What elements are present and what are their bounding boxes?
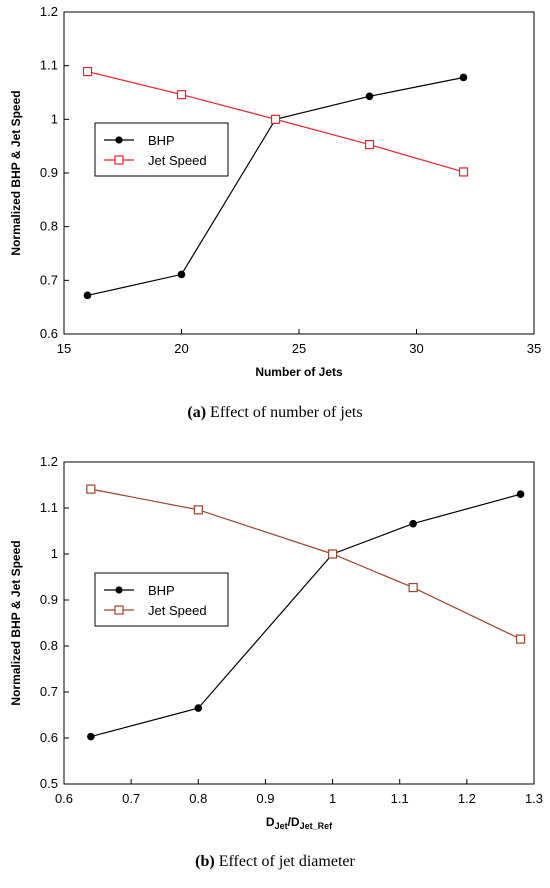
chart-b-x-axis-title: DJet/DJet_Ref [266, 815, 333, 831]
chart-b-legend-jetspeed-marker [114, 605, 124, 615]
chart-b-bhp-point [194, 704, 203, 712]
chart-a-caption-text: Effect of number of jets [210, 404, 363, 421]
chart-b-legend-box [94, 572, 229, 627]
chart-a-x-tick-label: 15 [57, 341, 71, 356]
chart-a-y-axis-title: Normalized BHP & Jet Speed [9, 90, 23, 255]
chart-b-x-tick-label: 0.8 [189, 791, 207, 806]
chart-b-x-tick-label: 0.7 [122, 791, 140, 806]
chart-b-y-tick-label: 0.9 [40, 592, 58, 607]
chart-b-y-ticks: 0.5 0.6 0.7 0.8 0.9 1 1.1 1.2 [40, 454, 69, 791]
chart-b-y-tick-label: 0.5 [40, 776, 58, 791]
chart-a-legend-bhp-label: BHP [148, 133, 175, 148]
chart-a-bhp-point [365, 92, 374, 101]
chart-a-x-axis-title: Number of Jets [255, 365, 343, 379]
chart-a-series [82, 66, 469, 300]
chart-b-legend-jetspeed-label: Jet Speed [148, 603, 207, 618]
chart-b-x-axis-title-main: D [266, 815, 275, 829]
chart-b-series [86, 484, 526, 741]
chart-b-x-tick-label: 1.2 [458, 791, 476, 806]
chart-b-caption: (b) Effect of jet diameter [195, 853, 355, 870]
chart-a-jet-speed-point [364, 139, 375, 150]
chart-a-caption-label: (a) [187, 404, 206, 421]
chart-b-legend: BHP Jet Speed [94, 572, 229, 627]
chart-a-y-tick-label: 1.2 [40, 4, 58, 19]
chart-a-x-tick-label: 35 [527, 341, 541, 356]
chart-b-x-tick-label: 1.1 [391, 791, 409, 806]
chart-b-y-tick-label: 0.8 [40, 638, 58, 653]
chart-a: 0.6 0.7 0.8 0.9 1 1.1 1.2 15 20 25 30 35 Normalize… [9, 4, 541, 421]
chart-a-y-ticks: 0.6 0.7 0.8 0.9 1 1.1 1.2 [40, 4, 69, 341]
chart-b-y-tick-label: 0.6 [40, 730, 58, 745]
chart-a-legend-bhp-marker [115, 136, 123, 144]
chart-a-caption: (a) Effect of number of jets [187, 404, 362, 421]
chart-b-x-axis-title-sub1: Jet [275, 821, 288, 831]
chart-b-y-tick-label: 1 [51, 546, 58, 561]
chart-b-y-tick-label: 1.2 [40, 454, 58, 469]
chart-a-y-tick-label: 0.9 [40, 165, 58, 180]
chart-b-y-axis-title: Normalized BHP & Jet Speed [9, 540, 23, 705]
chart-a-y-tick-label: 1.1 [40, 58, 58, 73]
chart-b-y-tick-label: 1.1 [40, 500, 58, 515]
chart-a-jet-speed-point [270, 114, 281, 124]
chart-b-jet-speed-point [408, 582, 418, 593]
chart-a-jet-speed-point [82, 66, 93, 77]
chart-b-y-tick-label: 0.7 [40, 684, 58, 699]
chart-b-x-tick-label: 0.9 [256, 791, 274, 806]
chart-a-x-ticks: 15 20 25 30 35 [57, 329, 541, 356]
chart-a-bhp-point [459, 73, 468, 82]
chart-a-y-tick-label: 0.7 [40, 272, 58, 287]
chart-a-jet-speed-point [458, 167, 469, 177]
chart-a-x-tick-label: 25 [292, 341, 306, 356]
chart-b-jet-speed-point [193, 505, 203, 515]
chart-b-jet-speed-point [86, 484, 96, 494]
chart-a-bhp-point [83, 291, 92, 300]
chart-b-legend-bhp-marker [115, 586, 123, 594]
chart-a-legend-box [94, 122, 229, 177]
chart-b-caption-label: (b) [195, 853, 215, 870]
chart-b-caption-text: Effect of jet diameter [219, 853, 356, 870]
chart-b-bhp-point [409, 519, 417, 528]
chart-b-x-axis-title-sub2: Jet_Ref [300, 821, 334, 831]
chart-a-legend: BHP Jet Speed [94, 122, 229, 177]
chart-b-legend-bhp-label: BHP [148, 583, 175, 598]
chart-a-y-tick-label: 1 [51, 111, 58, 126]
chart-b: 0.50.60.70.80.911.11.2 0.6 0.7 0.8 0.9 1 1.1 1… [9, 454, 543, 870]
chart-b-x-ticks: 0.6 0.7 0.8 0.9 1 1.1 1.2 1.3 [55, 779, 543, 806]
chart-a-x-tick-label: 20 [174, 341, 188, 356]
chart-a-legend-jetspeed-marker [114, 155, 124, 165]
chart-a-legend-jetspeed-label: Jet Speed [148, 153, 207, 168]
chart-b-x-tick-label: 0.6 [55, 791, 73, 806]
chart-a-x-tick-label: 30 [409, 341, 423, 356]
chart-b-bhp-point [87, 732, 95, 741]
chart-a-bhp-point [177, 270, 186, 279]
chart-b-plot-frame [63, 461, 535, 785]
chart-b-x-tick-label: 1 [329, 791, 336, 806]
chart-a-y-tick-label: 0.6 [40, 326, 58, 341]
chart-b-bhp-point [516, 490, 525, 499]
chart-b-x-tick-label: 1.3 [525, 791, 543, 806]
chart-a-jet-speed-point [176, 90, 187, 100]
chart-a-y-tick-label: 0.8 [40, 219, 58, 234]
chart-b-jet-speed-point [327, 549, 338, 559]
chart-b-x-axis-title-sep: /D [288, 815, 300, 829]
chart-b-jet-speed-point [515, 634, 526, 644]
